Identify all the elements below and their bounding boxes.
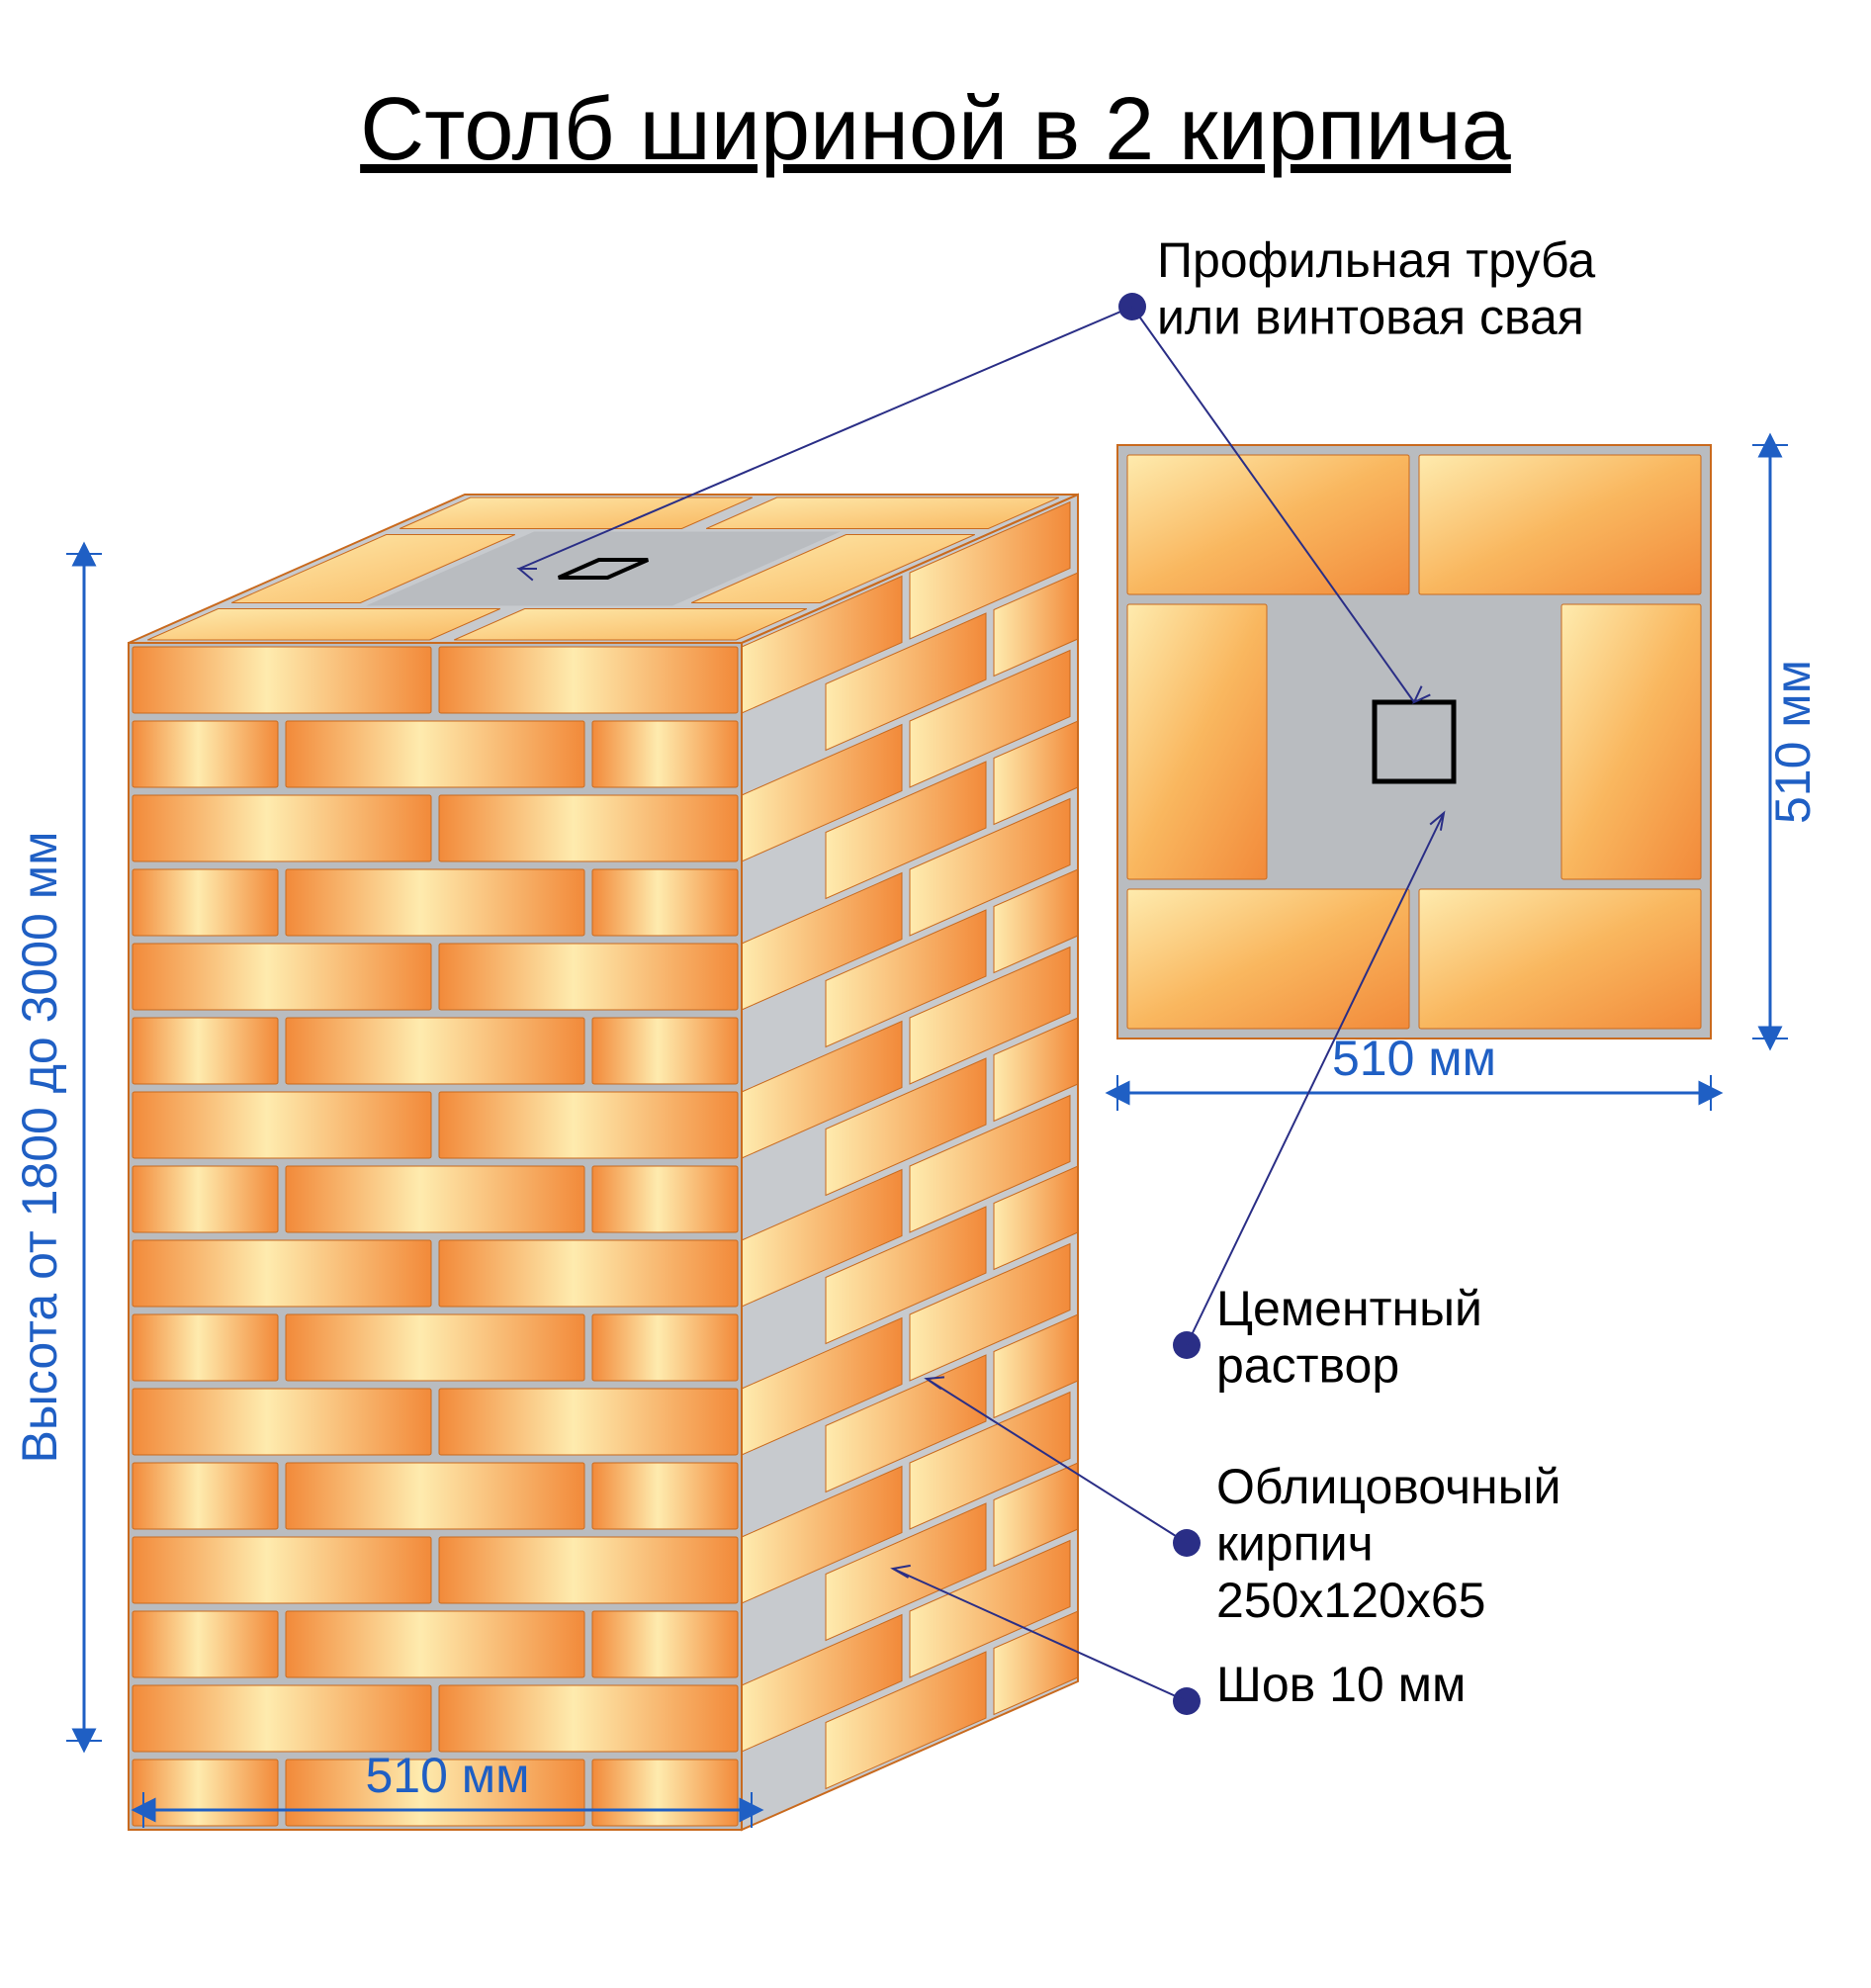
- front-brick: [133, 1092, 431, 1158]
- front-brick: [592, 1463, 738, 1529]
- front-brick: [133, 1685, 431, 1752]
- plan-brick: [1419, 455, 1701, 594]
- front-brick: [439, 944, 738, 1010]
- front-brick: [133, 795, 431, 861]
- callout-label: Шов 10 мм: [1216, 1657, 1466, 1712]
- front-brick: [286, 721, 584, 787]
- callout-label: Профильная трубаили винтовая свая: [1157, 232, 1595, 345]
- front-brick: [439, 795, 738, 861]
- front-brick: [286, 869, 584, 936]
- plan-brick: [1127, 604, 1267, 879]
- front-brick: [133, 1537, 431, 1603]
- front-brick: [286, 1166, 584, 1232]
- front-brick: [286, 1463, 584, 1529]
- front-brick: [592, 1018, 738, 1084]
- callout-label: Облицовочныйкирпич250х120х65: [1216, 1459, 1561, 1628]
- dimension-label: 510 мм: [365, 1748, 529, 1803]
- diagram-canvas: Столб шириной в 2 кирпича Высота от 1800…: [0, 0, 1871, 1988]
- front-brick: [133, 1166, 278, 1232]
- front-brick: [286, 1611, 584, 1677]
- front-brick: [592, 869, 738, 936]
- dimension-label: 510 мм: [1765, 660, 1821, 824]
- front-brick: [439, 1389, 738, 1455]
- front-brick: [439, 1092, 738, 1158]
- front-brick: [286, 1314, 584, 1381]
- front-brick: [133, 944, 431, 1010]
- front-brick: [592, 721, 738, 787]
- plan-brick: [1419, 889, 1701, 1029]
- front-brick: [133, 869, 278, 936]
- callout-label: Цементныйраствор: [1216, 1281, 1482, 1394]
- front-brick: [133, 721, 278, 787]
- front-brick: [133, 1018, 278, 1084]
- front-brick: [133, 1389, 431, 1455]
- front-brick: [133, 1463, 278, 1529]
- diagram-svg: Высота от 1800 до 3000 мм 510 мм 510 мм 510…: [0, 0, 1871, 1988]
- front-brick: [592, 1166, 738, 1232]
- plan-brick: [1127, 455, 1409, 594]
- dimension-label: Высота от 1800 до 3000 мм: [12, 832, 67, 1464]
- front-brick: [592, 1314, 738, 1381]
- front-brick: [439, 1537, 738, 1603]
- front-brick: [286, 1018, 584, 1084]
- front-brick: [439, 1240, 738, 1307]
- front-brick: [133, 1314, 278, 1381]
- front-brick: [133, 1611, 278, 1677]
- dimension-label: 510 мм: [1332, 1031, 1496, 1086]
- front-brick: [133, 1760, 278, 1826]
- plan-brick: [1127, 889, 1409, 1029]
- page-title: Столб шириной в 2 кирпича: [0, 79, 1871, 181]
- front-brick: [439, 647, 738, 713]
- plan-brick: [1561, 604, 1701, 879]
- front-brick: [439, 1685, 738, 1752]
- front-brick: [133, 1240, 431, 1307]
- front-brick: [592, 1611, 738, 1677]
- front-brick: [592, 1760, 738, 1826]
- front-brick: [133, 647, 431, 713]
